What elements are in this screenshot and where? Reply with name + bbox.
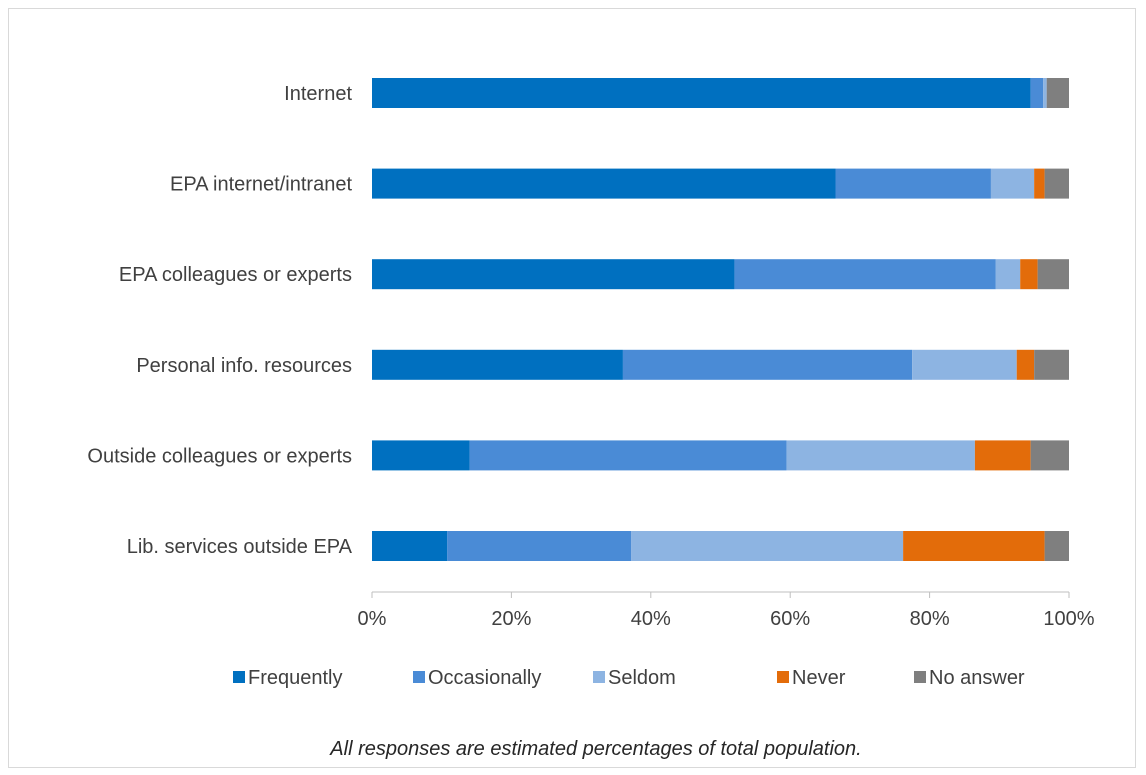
legend-label: Never: [792, 667, 846, 689]
bar-segment: [912, 349, 1017, 380]
bar-segment: [1020, 259, 1038, 290]
category-label: Personal info. resources: [136, 355, 352, 377]
x-axis-ticks: 0% 20% 40% 60% 80% 100%: [358, 592, 1095, 630]
legend-label: Frequently: [248, 667, 343, 689]
x-tick-label: 20%: [491, 608, 531, 630]
category-label: Outside colleagues or experts: [87, 445, 352, 467]
legend-swatch: [233, 671, 245, 683]
x-tick-label: 40%: [631, 608, 671, 630]
legend-label: No answer: [929, 667, 1025, 689]
category-labels: Internet EPA internet/intranet EPA colleag…: [87, 83, 352, 558]
bar-segment: [1043, 78, 1047, 108]
bar-segment: [1046, 78, 1069, 108]
legend-label: Occasionally: [428, 667, 541, 689]
legend-swatch: [777, 671, 789, 683]
x-tick-label: 80%: [910, 608, 950, 630]
bar-segment: [990, 168, 1035, 199]
bar-segment: [995, 259, 1021, 290]
legend-label: Seldom: [608, 667, 676, 689]
bar-segment: [622, 349, 913, 380]
chart-note: All responses are estimated percentages …: [329, 738, 861, 760]
legend-swatch: [914, 671, 926, 683]
chart-frame: [8, 8, 1136, 768]
bar-segment: [1030, 78, 1044, 108]
legend-swatch: [593, 671, 605, 683]
bar-segment: [1044, 531, 1069, 561]
bar-segment: [835, 168, 991, 199]
category-label: Internet: [284, 83, 352, 105]
bar-segment: [372, 349, 623, 380]
legend-swatch: [413, 671, 425, 683]
bar-segment: [631, 531, 904, 561]
bar-segment: [1034, 168, 1045, 199]
bar-segment: [903, 531, 1045, 561]
category-label: Lib. services outside EPA: [127, 536, 353, 558]
bar-segment: [372, 168, 836, 199]
bar-segment: [1030, 440, 1069, 471]
x-tick-label: 60%: [770, 608, 810, 630]
bar-segment: [1037, 259, 1069, 290]
bar-segment: [1044, 168, 1069, 199]
category-label: EPA colleagues or experts: [119, 264, 352, 286]
x-tick-label: 100%: [1043, 608, 1094, 630]
bar-segment: [734, 259, 996, 290]
bar-segment: [372, 259, 735, 290]
category-label: EPA internet/intranet: [170, 174, 352, 196]
bar-segment: [469, 440, 787, 471]
bar-segment: [786, 440, 975, 471]
bar-segment: [1016, 349, 1035, 380]
bar-segment: [372, 440, 470, 471]
x-tick-label: 0%: [358, 608, 387, 630]
bar-segment: [974, 440, 1031, 471]
bar-segment: [447, 531, 632, 561]
bar-segment: [372, 531, 448, 561]
legend: Frequently Occasionally Seldom Never No answ…: [233, 667, 1025, 689]
bar-segment: [372, 78, 1031, 108]
bar-segment: [1034, 349, 1069, 380]
bars-group: [372, 78, 1069, 561]
